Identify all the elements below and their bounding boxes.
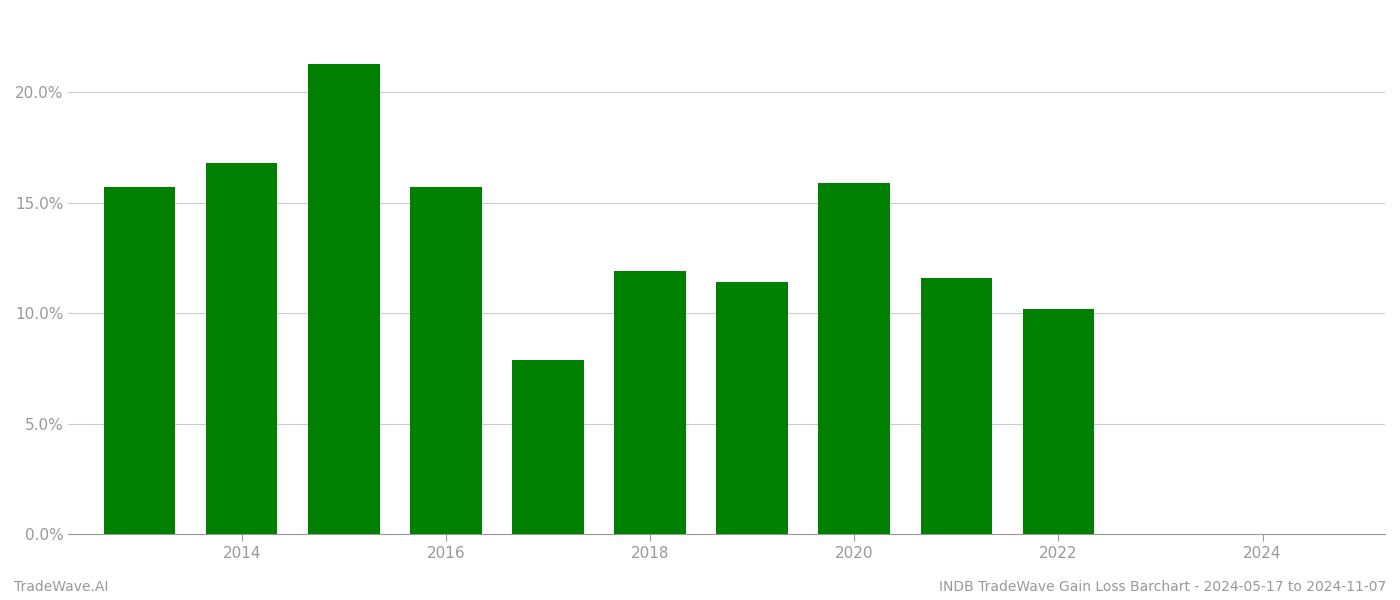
Text: TradeWave.AI: TradeWave.AI xyxy=(14,580,108,594)
Bar xyxy=(615,271,686,534)
Text: INDB TradeWave Gain Loss Barchart - 2024-05-17 to 2024-11-07: INDB TradeWave Gain Loss Barchart - 2024… xyxy=(939,580,1386,594)
Bar xyxy=(819,183,890,534)
Bar xyxy=(717,283,788,534)
Bar xyxy=(921,278,993,534)
Bar xyxy=(1022,309,1093,534)
Bar xyxy=(104,187,175,534)
Bar xyxy=(308,64,379,534)
Bar xyxy=(410,187,482,534)
Bar xyxy=(512,359,584,534)
Bar xyxy=(206,163,277,534)
